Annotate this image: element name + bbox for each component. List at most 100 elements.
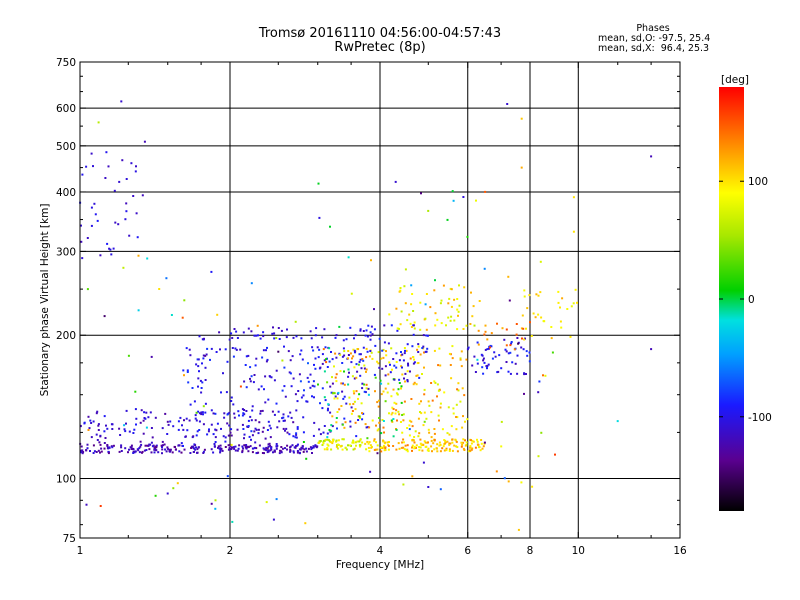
data-point — [378, 366, 381, 369]
data-point — [429, 306, 432, 309]
data-point — [462, 415, 464, 418]
data-point — [286, 431, 289, 434]
data-point — [354, 334, 357, 337]
data-point — [286, 328, 288, 331]
data-point — [297, 443, 299, 446]
data-point — [233, 412, 236, 415]
data-point — [405, 349, 408, 352]
data-point — [378, 337, 381, 340]
data-point — [344, 421, 347, 424]
data-point — [220, 427, 222, 430]
data-point — [389, 371, 392, 374]
data-point — [357, 363, 360, 366]
data-point — [368, 441, 371, 444]
data-point — [434, 312, 437, 315]
data-point — [295, 436, 298, 439]
data-point — [329, 411, 332, 414]
data-point — [120, 100, 123, 103]
data-point — [85, 449, 88, 452]
data-point — [522, 348, 525, 351]
data-point — [97, 423, 100, 426]
data-point — [508, 299, 511, 302]
data-point — [369, 331, 372, 334]
data-point — [445, 324, 447, 327]
data-point — [294, 436, 297, 439]
data-point — [453, 298, 456, 301]
data-point — [483, 267, 486, 270]
data-point — [420, 192, 422, 195]
data-point — [226, 475, 229, 478]
data-point — [461, 443, 464, 446]
data-point — [451, 190, 454, 193]
data-point — [141, 450, 144, 453]
data-point — [134, 408, 137, 411]
data-point — [198, 370, 200, 373]
data-point — [137, 309, 140, 312]
data-point — [275, 402, 278, 405]
data-point — [256, 324, 259, 327]
data-point — [182, 369, 185, 372]
data-point — [200, 391, 203, 394]
data-point — [483, 441, 486, 444]
data-point — [370, 446, 373, 449]
data-point — [367, 393, 370, 396]
data-point — [400, 401, 403, 404]
data-point — [397, 388, 400, 391]
data-point — [143, 449, 146, 452]
data-point — [356, 440, 359, 443]
data-point — [363, 364, 366, 367]
data-point — [415, 383, 418, 386]
data-point — [467, 450, 470, 453]
data-point — [98, 441, 101, 444]
data-point — [404, 444, 407, 447]
data-point — [198, 412, 201, 415]
data-point — [487, 363, 490, 366]
data-point — [335, 334, 338, 337]
data-point — [426, 347, 429, 350]
data-point — [471, 447, 474, 450]
data-point — [406, 380, 409, 383]
data-point — [216, 313, 219, 316]
data-point — [179, 416, 182, 419]
data-point — [254, 364, 257, 367]
data-point — [342, 347, 345, 350]
data-point — [202, 452, 205, 454]
data-point — [280, 446, 283, 448]
data-point — [336, 411, 339, 413]
data-point — [333, 365, 335, 368]
data-point — [507, 275, 510, 278]
data-point — [187, 381, 190, 384]
data-point — [322, 348, 325, 351]
data-point — [433, 380, 436, 383]
data-point — [401, 441, 404, 444]
data-point — [486, 348, 489, 351]
data-point — [88, 427, 91, 430]
data-point — [335, 356, 338, 359]
data-point — [249, 380, 252, 383]
data-point — [470, 439, 472, 442]
data-point — [463, 449, 466, 451]
data-point — [392, 418, 395, 420]
data-point — [342, 339, 345, 342]
data-point — [423, 366, 425, 369]
data-point — [132, 447, 135, 450]
data-point — [125, 409, 128, 412]
data-point — [218, 447, 221, 450]
data-point — [324, 399, 327, 402]
data-point — [347, 368, 350, 371]
data-point — [210, 423, 213, 426]
data-point — [417, 345, 420, 348]
data-point — [505, 328, 508, 331]
phase-stats-x: mean, sd,X: 96.4, 25.3 — [598, 43, 710, 54]
data-point — [214, 441, 217, 443]
data-point — [380, 450, 383, 453]
data-point — [445, 447, 448, 450]
data-point — [510, 341, 513, 343]
data-point — [210, 270, 213, 273]
data-point — [168, 448, 171, 451]
data-point — [183, 448, 186, 451]
data-point — [330, 424, 333, 427]
data-point — [569, 335, 572, 338]
data-point — [449, 287, 452, 290]
x-tick-label: 4 — [377, 545, 384, 557]
